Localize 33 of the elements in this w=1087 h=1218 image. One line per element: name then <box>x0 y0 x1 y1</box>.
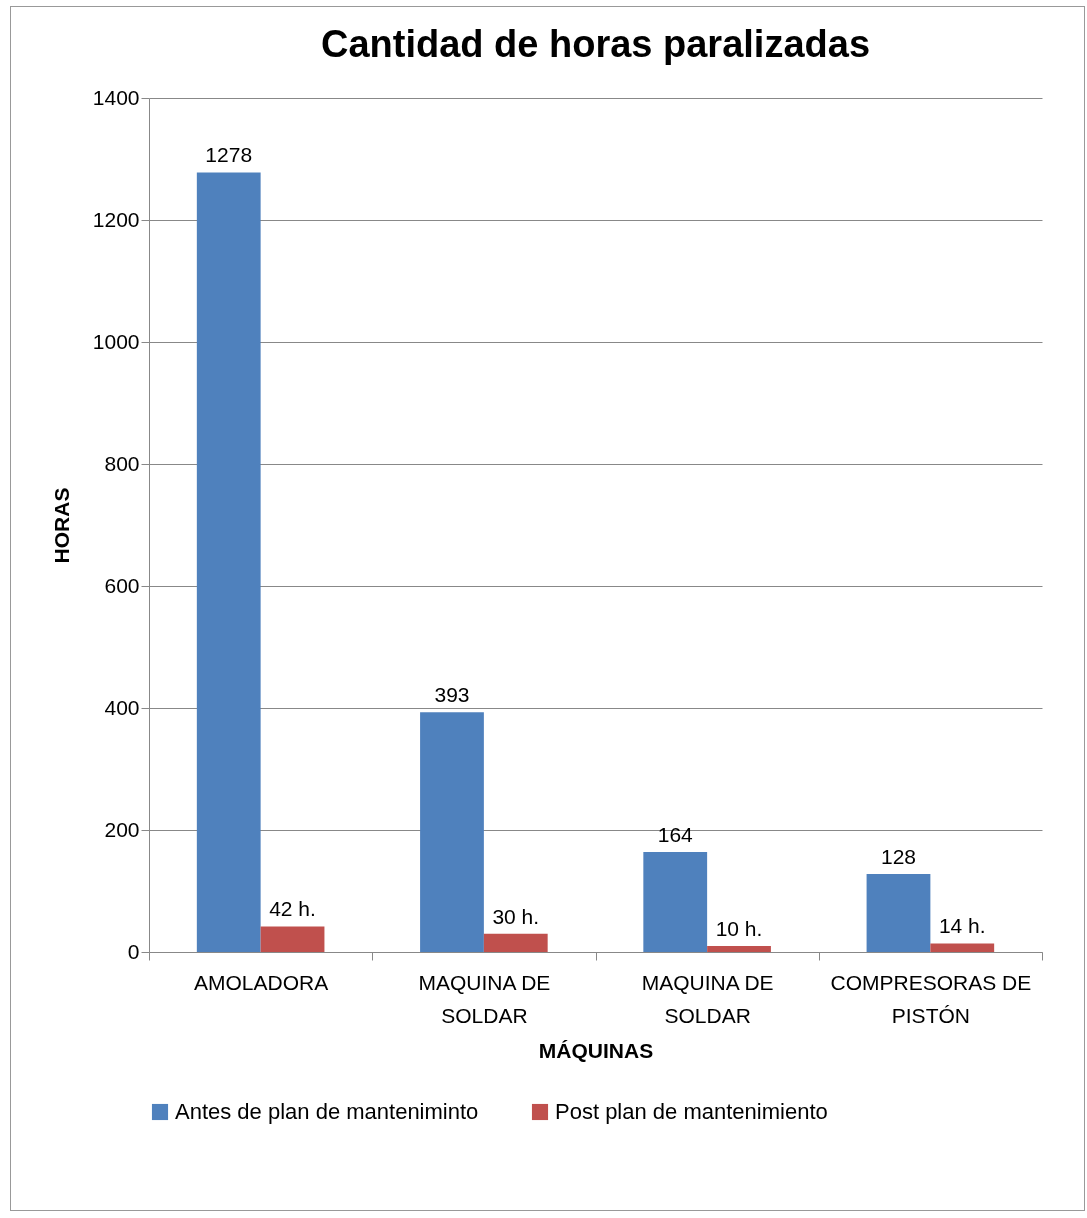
bar <box>260 926 325 952</box>
y-axis-title: HORAS <box>49 487 73 564</box>
data-label: 128 <box>880 844 917 868</box>
data-label: 393 <box>434 683 470 707</box>
y-tick-label: 1000 <box>92 329 140 353</box>
bar <box>420 712 484 952</box>
x-axis-title: MÁQUINAS <box>538 1038 654 1062</box>
data-label: 14 h. <box>938 914 986 938</box>
bar <box>196 172 261 952</box>
data-label: 42 h. <box>269 897 316 921</box>
legend-label: Post plan de mantenimiento <box>555 1099 828 1124</box>
bar <box>866 873 931 952</box>
y-tick-label: 400 <box>104 695 140 719</box>
y-tick-label: 1400 <box>92 85 140 109</box>
bar <box>483 933 548 952</box>
bar <box>707 945 771 952</box>
y-tick-label: 1200 <box>92 207 140 231</box>
x-tick-label: MAQUINA DE SOLDAR <box>641 970 774 1027</box>
y-tick-label: 600 <box>104 573 140 597</box>
x-tick-label: MAQUINA DE SOLDAR <box>418 970 551 1027</box>
data-label: 1278 <box>205 143 253 167</box>
y-tick-label: 0 <box>127 939 140 963</box>
data-label: 164 <box>657 822 694 846</box>
data-label: 30 h. <box>492 904 540 928</box>
x-tick-label: AMOLADORA <box>194 970 329 994</box>
legend-label: Antes de plan de manteniminto <box>175 1099 479 1124</box>
bar <box>930 943 995 952</box>
chart-title: Cantidad de horas paralizadas <box>320 23 871 65</box>
y-tick-label: 800 <box>104 451 140 475</box>
y-tick-label: 200 <box>104 817 140 841</box>
bar <box>643 851 708 952</box>
data-label: 10 h. <box>715 916 763 940</box>
x-tick-label: COMPRESORAS DE PISTÓN <box>830 970 1032 1027</box>
